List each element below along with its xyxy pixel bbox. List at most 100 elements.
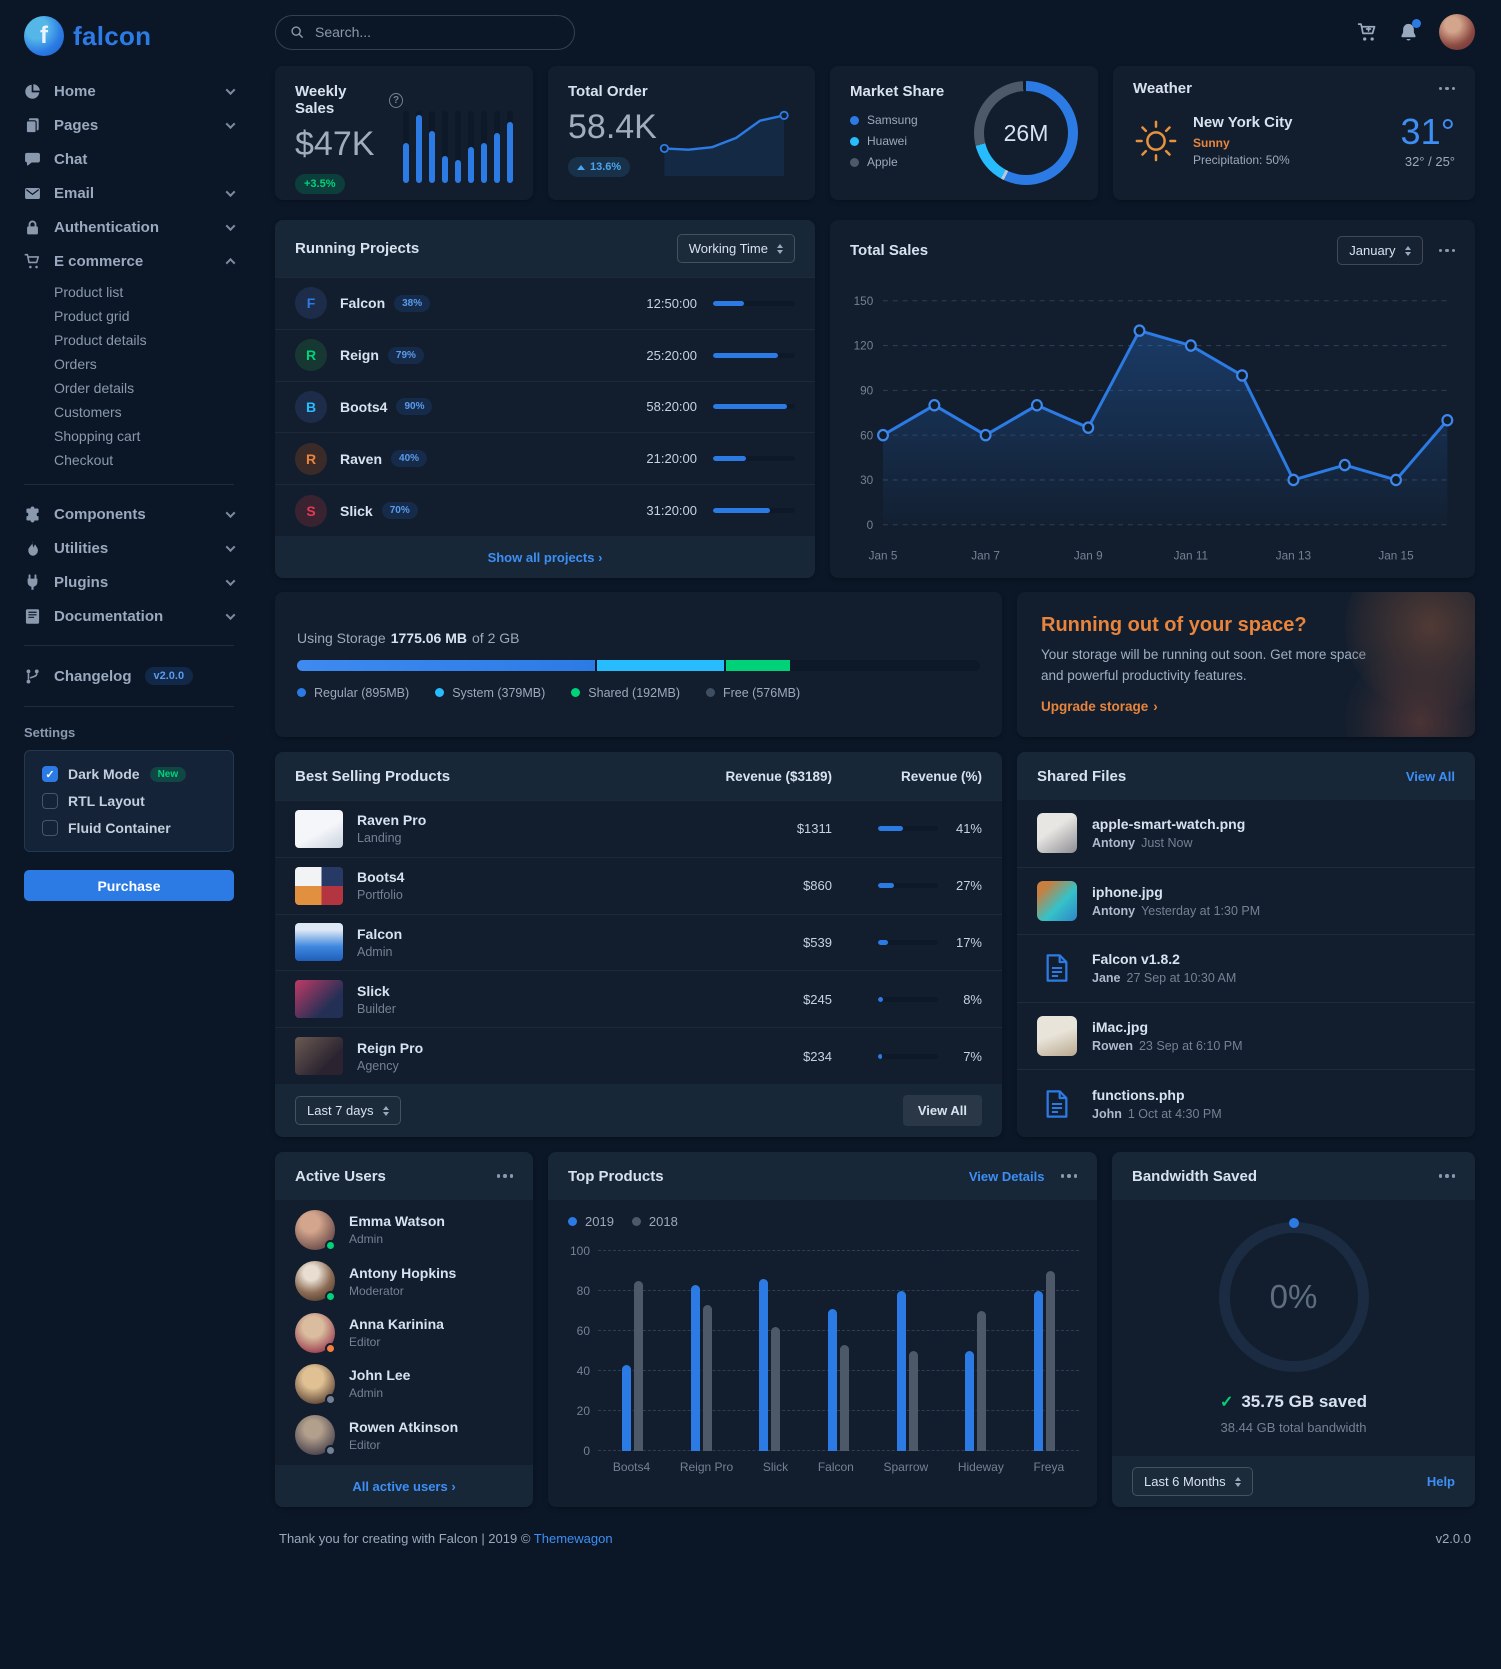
storage-segment-system-379mb- — [597, 659, 724, 671]
sidebar-item-chat[interactable]: Chat — [24, 142, 234, 176]
sidebar-item-pages[interactable]: Pages — [24, 108, 236, 142]
product-row-boots4: Boots4 Portfolio $860 27% — [275, 856, 1002, 914]
user-row-emma-watson[interactable]: Emma Watson Admin — [275, 1204, 533, 1255]
working-time-select[interactable]: Working Time — [676, 234, 795, 263]
months-select[interactable]: Last 6 Months — [1132, 1467, 1253, 1496]
user-row-anna-karinina[interactable]: Anna Karinina Editor — [275, 1307, 533, 1358]
sidebar-item-product-list[interactable]: Product list — [54, 284, 124, 300]
cart-plus-icon[interactable] — [1357, 22, 1378, 43]
file-row-falcon-v1-8-2[interactable]: Falcon v1.8.2 Jane 27 Sep at 10:30 AM — [1017, 934, 1475, 1002]
ellipsis-menu-icon[interactable] — [496, 1170, 513, 1182]
user-row-john-lee[interactable]: John Lee Admin — [275, 1358, 533, 1409]
view-all-files-link[interactable]: View All — [1405, 768, 1455, 784]
brand-logo[interactable]: f falcon — [24, 12, 234, 60]
sidebar-item-utilities[interactable]: Utilities — [24, 531, 236, 565]
bottom-row: Active Users Emma Watson Admin Antony Hopk… — [275, 1152, 1475, 1507]
project-pct-badge: 90% — [396, 398, 433, 416]
setting-dark-mode[interactable]: ✓ Dark Mode New — [42, 766, 216, 782]
help-icon[interactable]: ? — [389, 92, 403, 108]
themewagon-link[interactable]: Themewagon — [533, 1531, 613, 1546]
code-branch-icon — [24, 668, 41, 685]
user-row-rowen-atkinson[interactable]: Rowen Atkinson Editor — [275, 1410, 533, 1461]
x-label-freya: Freya — [1033, 1460, 1065, 1474]
month-select[interactable]: January — [1337, 236, 1423, 265]
setting-fluid-container[interactable]: Fluid Container — [42, 820, 216, 836]
top-products-chart: 0 20 40 60 80 100 — [570, 1244, 1079, 1458]
svg-text:30: 30 — [860, 473, 873, 487]
running-projects-title: Running Projects — [295, 240, 420, 257]
bar-2018 — [633, 1281, 643, 1451]
checkbox-unchecked[interactable] — [42, 820, 58, 836]
bar-group-boots4 — [621, 1281, 643, 1451]
search-input[interactable] — [313, 23, 560, 41]
file-name: apple-smart-watch.png — [1092, 816, 1246, 833]
sidebar-item-e-commerce[interactable]: E commerce — [24, 244, 236, 278]
all-active-users-link[interactable]: All active users › — [352, 1478, 456, 1494]
settings-title: Settings — [24, 725, 76, 740]
sidebar-item-home[interactable]: Home — [24, 74, 236, 108]
sidebar-item-shopping-cart[interactable]: Shopping cart — [54, 428, 141, 444]
sidebar-item-components[interactable]: Components — [24, 497, 236, 531]
checkbox-checked[interactable]: ✓ — [42, 766, 58, 782]
product-thumbnail — [295, 866, 343, 905]
sidebar-item-email[interactable]: Email — [24, 176, 236, 210]
ellipsis-menu-icon[interactable] — [1438, 1170, 1455, 1182]
user-avatar[interactable] — [1439, 14, 1475, 50]
user-role: Editor — [349, 1335, 381, 1350]
bar-group-slick — [759, 1279, 781, 1451]
total-order-value: 58.4K — [568, 108, 657, 146]
ellipsis-menu-icon[interactable] — [1438, 83, 1455, 95]
bar-2018 — [771, 1327, 781, 1451]
file-row-functions-php[interactable]: functions.php John 1 Oct at 4:30 PM — [1017, 1069, 1475, 1137]
file-row-apple-smart-watch-png[interactable]: apple-smart-watch.png Antony Just Now — [1017, 800, 1475, 867]
purchase-button[interactable]: Purchase — [24, 870, 234, 901]
products-files-row: Best Selling Products Revenue ($3189) Re… — [275, 752, 1475, 1137]
bar-group-freya — [1034, 1271, 1056, 1451]
project-time: 25:20:00 — [646, 347, 697, 363]
bandwidth-card: Bandwidth Saved 0% ✓ 35.75 GB saved 38.44… — [1112, 1152, 1475, 1507]
sidebar-item-customers[interactable]: Customers — [54, 404, 122, 420]
chevron-down-icon — [225, 541, 236, 552]
setting-rtl-layout[interactable]: RTL Layout — [42, 793, 216, 809]
project-avatar: R — [295, 339, 327, 372]
view-details-link[interactable]: View Details — [968, 1168, 1045, 1184]
page-footer: Thank you for creating with Falcon | 201… — [275, 1507, 1475, 1546]
user-photo — [295, 1312, 336, 1354]
product-revenue: $860 — [803, 878, 832, 894]
project-pct-badge: 38% — [394, 294, 431, 312]
sidebar-item-order-details[interactable]: Order details — [54, 380, 135, 396]
bar-2018 — [908, 1351, 918, 1451]
file-row-iphone-jpg[interactable]: iphone.jpg Antony Yesterday at 1:30 PM — [1017, 866, 1475, 935]
topbar-icons — [1357, 14, 1475, 50]
ellipsis-menu-icon[interactable] — [1438, 245, 1455, 257]
upgrade-storage-link[interactable]: Upgrade storage › — [1041, 698, 1158, 714]
sidebar-item-label: Home — [54, 82, 96, 100]
product-category: Builder — [357, 1001, 396, 1016]
sidebar-item-authentication[interactable]: Authentication — [24, 210, 236, 244]
x-label-boots4: Boots4 — [612, 1460, 651, 1474]
sidebar-item-product-details[interactable]: Product details — [54, 332, 147, 348]
file-icon — [1037, 1084, 1077, 1124]
sidebar-divider — [24, 484, 234, 485]
pages-icon — [24, 117, 41, 134]
product-row-raven-pro: Raven Pro Landing $1311 41% — [275, 800, 1002, 857]
view-all-button[interactable]: View All — [902, 1095, 982, 1126]
sidebar-item-changelog[interactable]: Changelog v2.0.0 — [24, 658, 234, 694]
help-link[interactable]: Help — [1426, 1474, 1455, 1489]
sidebar-item-checkout[interactable]: Checkout — [54, 452, 114, 468]
revenue-pct-bar — [878, 996, 938, 1002]
svg-text:Jan 13: Jan 13 — [1276, 548, 1312, 562]
ellipsis-menu-icon[interactable] — [1060, 1170, 1077, 1182]
show-all-projects-link[interactable]: Show all projects › — [487, 549, 603, 565]
sidebar-item-product-grid[interactable]: Product grid — [54, 308, 130, 324]
period-select[interactable]: Last 7 days — [295, 1096, 401, 1125]
file-row-imac-jpg[interactable]: iMac.jpg Rowen 23 Sep at 6:10 PM — [1017, 1001, 1475, 1070]
checkbox-unchecked[interactable] — [42, 793, 58, 809]
bell-icon[interactable] — [1398, 18, 1421, 43]
sidebar-item-orders[interactable]: Orders — [54, 356, 97, 372]
svg-text:150: 150 — [854, 294, 874, 308]
mini-bar — [442, 111, 448, 183]
sidebar-item-plugins[interactable]: Plugins — [24, 565, 236, 599]
user-row-antony-hopkins[interactable]: Antony Hopkins Moderator — [275, 1255, 533, 1306]
sidebar-item-documentation[interactable]: Documentation — [24, 599, 236, 633]
